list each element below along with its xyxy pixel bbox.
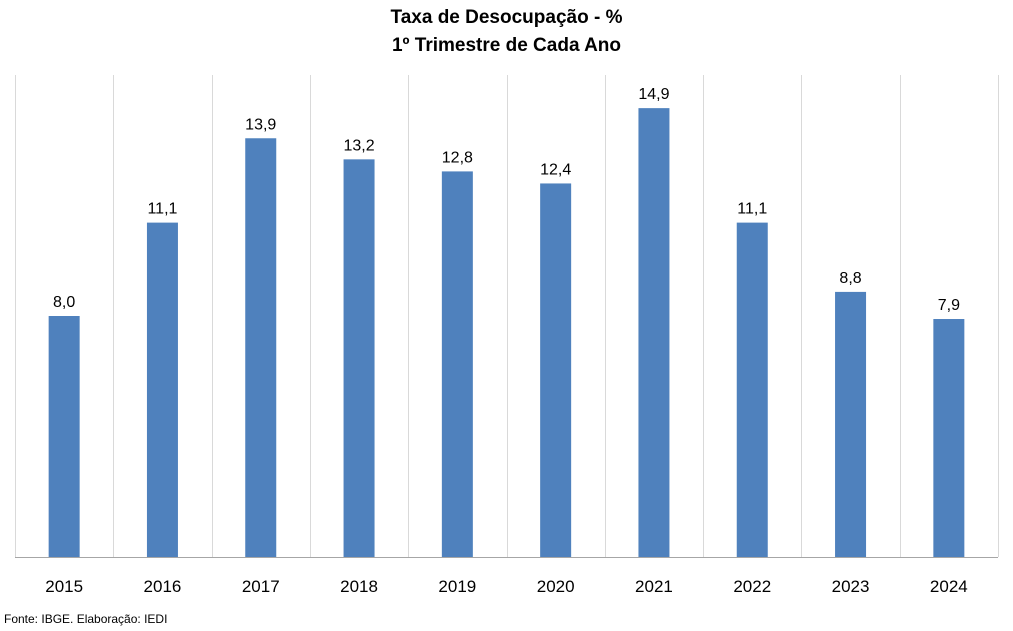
x-tick-label: 2023 [832,577,870,596]
x-tick-label: 2017 [242,577,280,596]
x-tick-label-layer: 2015 2016 2017 2018 2019 2020 2021 2022 2023 2024 [45,577,968,596]
data-label: 14,9 [638,86,669,103]
bar [933,319,965,557]
value-label-layer: 8,0 11,1 13,9 13,2 12,8 12,4 14,9 11,1 8,8 7,9 [53,86,960,314]
x-tick-label: 2024 [930,577,968,596]
data-label: 8,8 [839,270,861,287]
data-label: 12,8 [442,149,473,166]
bar [638,108,670,557]
data-label: 11,1 [147,201,177,218]
bar [48,316,80,557]
data-label: 11,1 [737,201,767,218]
x-tick-label: 2015 [45,577,83,596]
bar [245,138,277,557]
x-tick-label: 2020 [537,577,575,596]
chart-title: Taxa de Desocupação - % 1º Trimestre de … [0,4,1013,60]
data-label: 12,4 [540,161,571,178]
x-tick-label: 2018 [340,577,378,596]
chart-title-line: Taxa de Desocupação - % [390,7,623,28]
bar [343,159,375,557]
x-tick-label: 2019 [438,577,476,596]
bar [736,222,768,558]
bar [146,222,178,558]
x-tick-label: 2022 [733,577,771,596]
data-label: 13,2 [343,137,374,154]
data-label: 7,9 [938,297,960,314]
bar [441,171,473,557]
chart-subtitle-line: 1º Trimestre de Cada Ano [391,35,622,56]
bar-layer [48,108,965,558]
x-tick-label: 2016 [144,577,182,596]
x-tick-label: 2021 [635,577,673,596]
data-label: 13,9 [245,116,276,133]
grid-layer [15,75,999,558]
data-label: 8,0 [53,294,75,311]
source-note: Fonte: IBGE. Elaboração: IEDI [4,612,168,626]
bar [540,183,572,557]
bar [835,291,867,557]
